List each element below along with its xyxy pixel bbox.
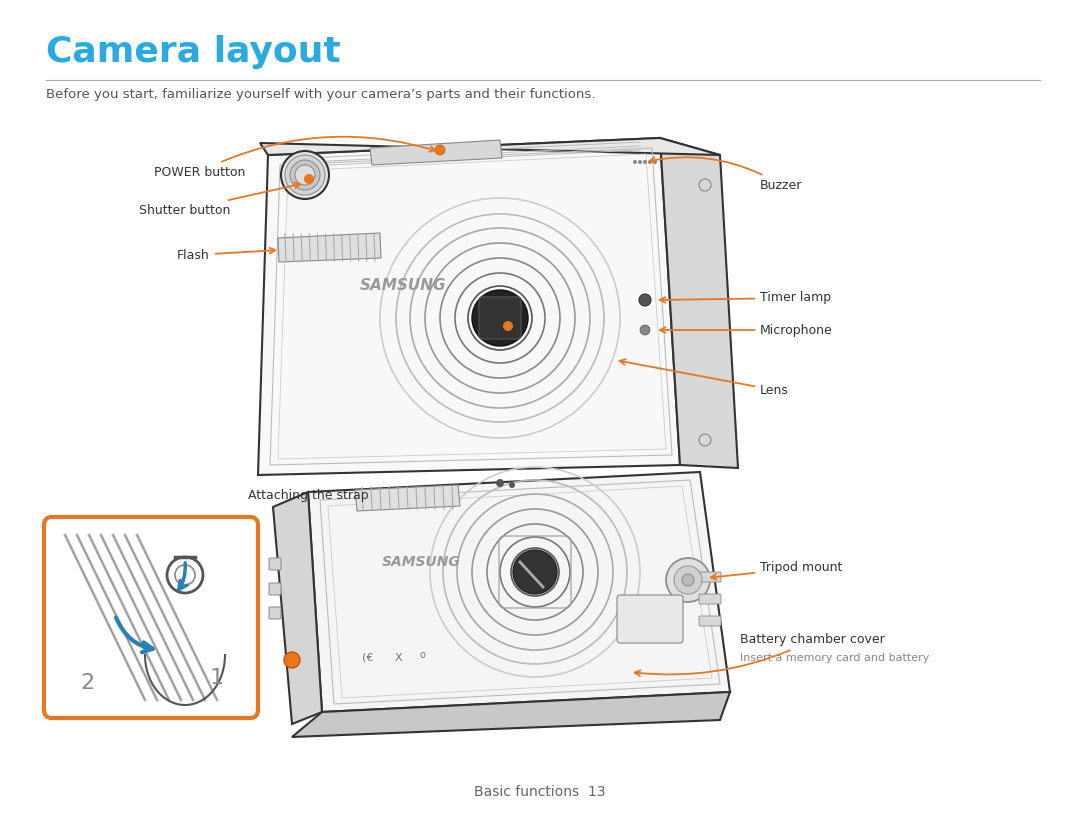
Circle shape	[639, 294, 651, 306]
Circle shape	[281, 151, 329, 199]
Circle shape	[643, 160, 647, 164]
Circle shape	[638, 160, 642, 164]
Text: Battery chamber cover: Battery chamber cover	[635, 633, 885, 676]
FancyBboxPatch shape	[44, 517, 258, 718]
FancyBboxPatch shape	[617, 595, 683, 643]
Text: Before you start, familiarize yourself with your camera’s parts and their functi: Before you start, familiarize yourself w…	[46, 88, 595, 101]
Circle shape	[640, 325, 650, 335]
Circle shape	[633, 160, 637, 164]
Circle shape	[509, 482, 515, 488]
Circle shape	[435, 145, 445, 155]
FancyBboxPatch shape	[269, 583, 281, 595]
FancyBboxPatch shape	[699, 594, 721, 604]
Polygon shape	[260, 138, 720, 155]
Text: POWER button: POWER button	[153, 137, 435, 178]
Circle shape	[496, 479, 504, 487]
Text: Camera layout: Camera layout	[46, 35, 341, 69]
FancyBboxPatch shape	[269, 558, 281, 570]
Polygon shape	[355, 485, 460, 511]
Polygon shape	[660, 138, 738, 468]
Text: o: o	[420, 650, 426, 660]
Polygon shape	[308, 472, 730, 712]
Text: Microphone: Microphone	[660, 324, 833, 337]
Circle shape	[295, 165, 315, 185]
Text: X: X	[395, 653, 403, 663]
Text: Insert a memory card and battery: Insert a memory card and battery	[740, 653, 930, 663]
Circle shape	[284, 652, 300, 668]
FancyBboxPatch shape	[699, 616, 721, 626]
Text: SAMSUNG: SAMSUNG	[382, 555, 461, 569]
Polygon shape	[278, 233, 381, 262]
Circle shape	[513, 550, 557, 594]
Circle shape	[674, 566, 702, 594]
Circle shape	[648, 160, 652, 164]
Text: Flash: Flash	[177, 248, 275, 262]
Text: Basic functions  13: Basic functions 13	[474, 785, 606, 799]
Circle shape	[285, 155, 325, 195]
Text: 1: 1	[210, 668, 225, 688]
Text: (€: (€	[362, 653, 374, 663]
Text: Shutter button: Shutter button	[138, 183, 300, 217]
Circle shape	[503, 321, 513, 331]
Text: SAMSUNG: SAMSUNG	[360, 277, 446, 293]
Circle shape	[291, 160, 320, 190]
Circle shape	[666, 558, 710, 602]
Text: Buzzer: Buzzer	[650, 157, 802, 192]
Circle shape	[681, 574, 694, 586]
Text: Tripod mount: Tripod mount	[711, 562, 842, 579]
FancyBboxPatch shape	[269, 607, 281, 619]
Circle shape	[303, 174, 314, 184]
Polygon shape	[370, 140, 502, 165]
FancyBboxPatch shape	[480, 297, 521, 339]
Polygon shape	[273, 492, 322, 724]
Polygon shape	[292, 692, 730, 737]
FancyBboxPatch shape	[699, 572, 721, 582]
Text: Attaching the strap: Attaching the strap	[248, 488, 368, 501]
Polygon shape	[258, 138, 680, 475]
Circle shape	[472, 290, 528, 346]
Text: Timer lamp: Timer lamp	[660, 292, 832, 305]
Circle shape	[653, 160, 657, 164]
Text: Lens: Lens	[620, 359, 788, 397]
Text: 2: 2	[80, 673, 94, 693]
